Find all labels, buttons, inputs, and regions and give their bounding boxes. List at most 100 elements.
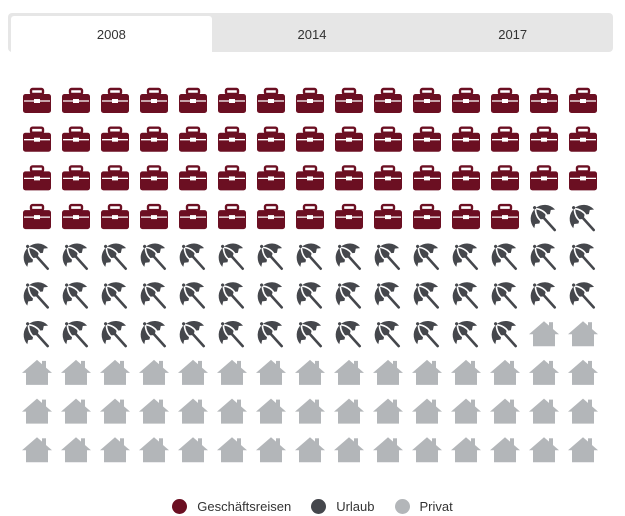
briefcase-icon bbox=[569, 126, 597, 152]
briefcase-icon bbox=[569, 165, 597, 191]
umbrella-icon bbox=[23, 282, 50, 309]
briefcase-icon bbox=[296, 203, 324, 230]
briefcase-icon bbox=[413, 87, 441, 113]
umbrella-icon bbox=[296, 320, 323, 348]
umbrella-icon bbox=[140, 320, 167, 348]
tab-2014[interactable]: 2014 bbox=[297, 26, 327, 42]
umbrella-icon bbox=[257, 320, 284, 348]
house-icon bbox=[61, 437, 91, 463]
briefcase-icon bbox=[140, 87, 168, 113]
briefcase-icon bbox=[218, 203, 246, 230]
house-icon bbox=[529, 398, 559, 424]
briefcase-icon bbox=[335, 165, 363, 191]
tab-2017[interactable]: 2017 bbox=[498, 26, 528, 42]
house-icon bbox=[256, 398, 286, 424]
house-icon bbox=[451, 359, 481, 385]
briefcase-icon bbox=[413, 126, 441, 152]
umbrella-icon bbox=[452, 320, 479, 348]
umbrella-icon bbox=[452, 282, 479, 309]
umbrella-icon bbox=[335, 243, 362, 270]
house-icon bbox=[529, 359, 559, 385]
briefcase-icon bbox=[530, 87, 558, 113]
umbrella-icon bbox=[296, 243, 323, 270]
briefcase-icon bbox=[569, 87, 597, 113]
briefcase-icon bbox=[296, 165, 324, 191]
umbrella-icon bbox=[62, 243, 89, 270]
umbrella-icon bbox=[101, 243, 128, 270]
house-icon bbox=[451, 437, 481, 463]
umbrella-icon bbox=[569, 243, 596, 270]
briefcase-icon bbox=[374, 126, 402, 152]
briefcase-icon bbox=[335, 203, 363, 230]
house-icon bbox=[295, 359, 325, 385]
briefcase-icon bbox=[101, 203, 129, 230]
umbrella-icon bbox=[569, 204, 596, 232]
house-icon bbox=[373, 437, 403, 463]
briefcase-icon bbox=[62, 165, 90, 191]
briefcase-icon bbox=[491, 126, 519, 152]
umbrella-icon bbox=[296, 282, 323, 309]
house-icon bbox=[490, 398, 520, 424]
house-icon bbox=[139, 359, 169, 385]
chart-legend: Geschäftsreisen Urlaub Privat bbox=[0, 496, 625, 516]
legend-item-privat[interactable]: Privat bbox=[394, 498, 453, 514]
house-icon bbox=[373, 359, 403, 385]
umbrella-icon bbox=[569, 282, 596, 309]
house-icon bbox=[451, 398, 481, 424]
umbrella-icon bbox=[530, 204, 557, 232]
umbrella-icon bbox=[179, 282, 206, 309]
umbrella-icon bbox=[530, 282, 557, 309]
house-icon bbox=[412, 359, 442, 385]
legend-marker-urlaub bbox=[311, 498, 327, 514]
briefcase-icon bbox=[452, 87, 480, 113]
umbrella-icon bbox=[530, 243, 557, 270]
briefcase-icon bbox=[413, 165, 441, 191]
house-icon bbox=[334, 398, 364, 424]
house-icon bbox=[178, 437, 208, 463]
briefcase-icon bbox=[296, 87, 324, 113]
house-icon bbox=[568, 398, 598, 424]
house-icon bbox=[61, 359, 91, 385]
tab-2008[interactable]: 2008 bbox=[11, 16, 212, 52]
legend-label-urlaub: Urlaub bbox=[336, 498, 375, 514]
briefcase-icon bbox=[452, 203, 480, 230]
umbrella-icon bbox=[413, 320, 440, 348]
briefcase-icon bbox=[140, 126, 168, 152]
legend-item-geschaeftsreisen[interactable]: Geschäftsreisen bbox=[172, 498, 292, 514]
briefcase-icon bbox=[23, 87, 51, 113]
umbrella-icon bbox=[491, 320, 518, 348]
house-icon bbox=[217, 359, 247, 385]
umbrella-icon bbox=[374, 243, 401, 270]
briefcase-icon bbox=[62, 126, 90, 152]
briefcase-icon bbox=[257, 165, 285, 191]
briefcase-icon bbox=[491, 165, 519, 191]
house-icon bbox=[178, 398, 208, 424]
house-icon bbox=[100, 359, 130, 385]
umbrella-icon bbox=[140, 243, 167, 270]
house-icon bbox=[295, 437, 325, 463]
umbrella-icon bbox=[257, 243, 284, 270]
house-icon bbox=[373, 398, 403, 424]
umbrella-icon bbox=[140, 282, 167, 309]
briefcase-icon bbox=[374, 165, 402, 191]
house-icon bbox=[529, 321, 559, 347]
umbrella-icon bbox=[101, 282, 128, 309]
briefcase-icon bbox=[179, 126, 207, 152]
legend-marker-privat bbox=[394, 498, 410, 514]
legend-item-urlaub[interactable]: Urlaub bbox=[311, 498, 375, 514]
house-icon bbox=[139, 398, 169, 424]
briefcase-icon bbox=[179, 165, 207, 191]
briefcase-icon bbox=[101, 126, 129, 152]
umbrella-icon bbox=[218, 243, 245, 270]
briefcase-icon bbox=[140, 165, 168, 191]
umbrella-icon bbox=[257, 282, 284, 309]
briefcase-icon bbox=[23, 165, 51, 191]
house-icon bbox=[295, 398, 325, 424]
briefcase-icon bbox=[23, 126, 51, 152]
umbrella-icon bbox=[62, 320, 89, 348]
legend-label-geschaeftsreisen: Geschäftsreisen bbox=[197, 498, 292, 514]
house-icon bbox=[412, 437, 442, 463]
house-icon bbox=[100, 398, 130, 424]
year-tab-bar: 2008 2014 2017 bbox=[8, 13, 613, 52]
house-icon bbox=[490, 359, 520, 385]
